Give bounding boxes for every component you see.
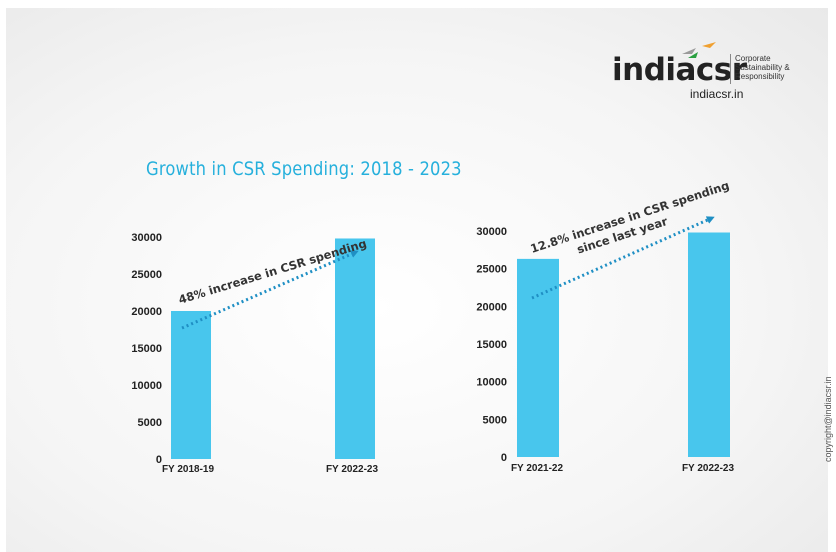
birds-logo-icon: [682, 42, 716, 58]
logo-wordmark: indiacsr: [612, 52, 747, 88]
bar-chart-1: 0 5000 10000 15000 20000 25000 30000 FY 2018-19…: [131, 232, 378, 475]
bar: [517, 258, 559, 457]
trend-arrow: [181, 250, 359, 330]
y-tick-label: 10000: [131, 380, 162, 392]
copyright-text: copyright@indiacsr.in: [823, 376, 833, 462]
x-category-label: FY 2018-19: [162, 464, 215, 475]
y-tick-label: 20000: [476, 301, 507, 313]
bar: [171, 311, 211, 459]
y-tick-label: 25000: [476, 264, 507, 276]
y-tick-label: 30000: [131, 232, 162, 244]
y-tick-label: 10000: [476, 377, 507, 389]
y-tick-label: 25000: [131, 269, 162, 281]
bar: [688, 232, 730, 457]
y-tick-label: 15000: [131, 343, 162, 355]
indiacsr-logo: indiacsr Corporate Sustainability & Resp…: [612, 40, 802, 100]
page-title: Growth in CSR Spending: 2018 - 2023: [146, 158, 462, 180]
logo-tagline: Corporate Sustainability & Responsibilit…: [735, 54, 790, 81]
y-tick-label: 30000: [476, 226, 507, 238]
x-category-label: FY 2022-23: [326, 464, 379, 475]
x-category-label: FY 2021-22: [511, 463, 564, 474]
y-tick-label: 0: [156, 454, 162, 466]
x-category-label: FY 2022-23: [682, 463, 735, 474]
y-tick-label: 0: [501, 452, 507, 464]
bar-chart-2: 0 5000 10000 15000 20000 25000 30000 FY 2021-22…: [476, 178, 735, 474]
logo-divider: [730, 54, 731, 84]
site-url: indiacsr.in: [690, 87, 744, 101]
y-tick-label: 5000: [483, 414, 507, 426]
y-tick-label: 20000: [131, 306, 162, 318]
y-tick-label: 15000: [476, 339, 507, 351]
bar: [335, 238, 375, 459]
y-tick-label: 5000: [138, 417, 162, 429]
